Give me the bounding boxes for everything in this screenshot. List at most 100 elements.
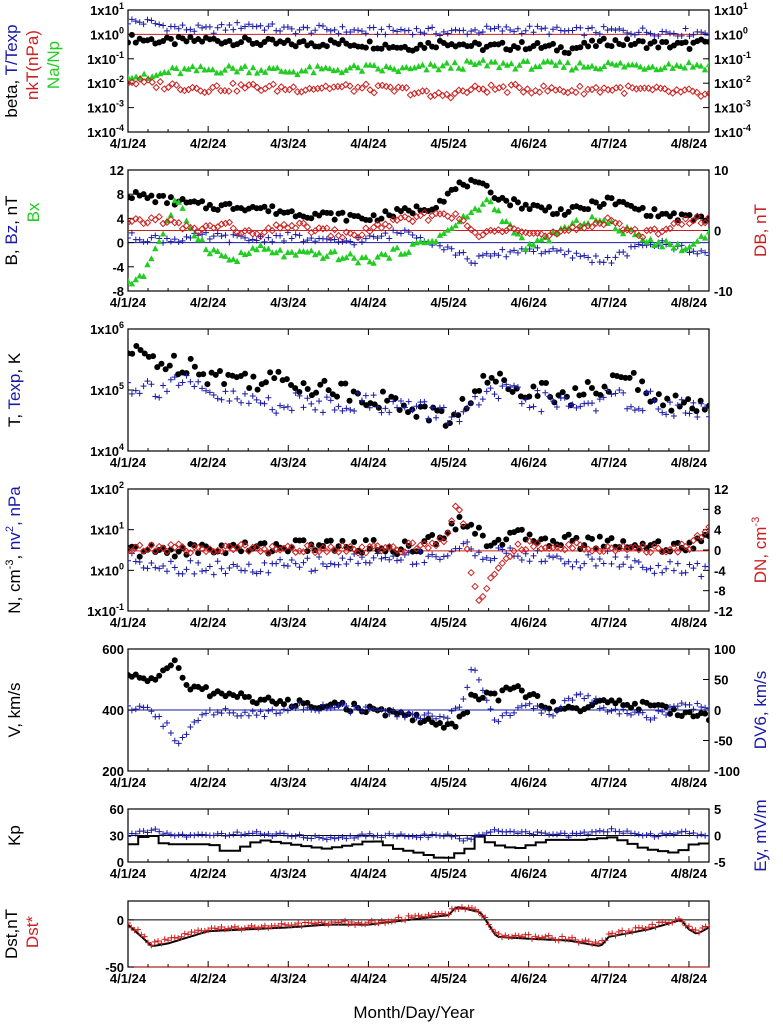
data-point bbox=[460, 27, 467, 34]
data-point bbox=[447, 517, 456, 525]
data-point bbox=[668, 89, 677, 97]
data-point bbox=[525, 931, 532, 938]
data-point bbox=[366, 258, 373, 265]
data-point bbox=[463, 222, 471, 230]
data-point bbox=[553, 24, 560, 31]
data-point bbox=[639, 236, 646, 243]
data-point bbox=[510, 547, 518, 555]
data-point bbox=[495, 207, 502, 214]
data-point bbox=[706, 252, 709, 259]
data-point bbox=[135, 926, 142, 933]
data-point bbox=[221, 381, 228, 388]
data-point bbox=[226, 37, 233, 44]
data-point bbox=[553, 831, 560, 838]
data-point bbox=[389, 542, 397, 551]
data-point bbox=[280, 220, 288, 229]
data-point bbox=[425, 25, 432, 32]
y2-tick-label: 8 bbox=[714, 502, 721, 517]
data-point bbox=[487, 189, 494, 196]
data-point bbox=[655, 405, 662, 412]
data-point bbox=[358, 231, 366, 239]
data-point bbox=[460, 837, 467, 844]
data-point bbox=[484, 379, 491, 386]
data-point bbox=[412, 545, 421, 553]
data-point bbox=[482, 914, 489, 921]
data-point bbox=[156, 394, 163, 401]
data-point bbox=[706, 563, 709, 570]
data-point bbox=[323, 43, 330, 50]
data-point bbox=[515, 932, 522, 939]
data-point bbox=[440, 714, 447, 721]
data-point bbox=[624, 405, 631, 412]
data-point bbox=[128, 550, 135, 557]
data-point bbox=[378, 81, 386, 90]
data-point bbox=[487, 81, 495, 89]
data-point bbox=[370, 24, 377, 31]
data-point bbox=[491, 717, 498, 724]
data-point bbox=[545, 237, 553, 244]
series-dv6 bbox=[128, 666, 709, 747]
data-point bbox=[355, 919, 362, 926]
series-t-texp bbox=[128, 16, 709, 40]
data-point bbox=[655, 238, 662, 245]
data-point bbox=[187, 355, 194, 362]
data-point bbox=[514, 704, 521, 711]
data-point bbox=[439, 91, 447, 100]
data-point bbox=[553, 210, 560, 217]
data-point bbox=[204, 87, 213, 96]
y-axis-title-part: Dst,nT bbox=[2, 909, 21, 959]
data-point bbox=[564, 540, 573, 549]
data-point bbox=[175, 740, 182, 747]
y-axis-title-2: nkT(nPa) bbox=[23, 30, 42, 100]
data-point bbox=[428, 237, 436, 244]
data-point bbox=[550, 698, 557, 705]
data-point bbox=[690, 830, 697, 837]
data-point bbox=[327, 537, 334, 544]
data-point bbox=[257, 66, 265, 73]
data-point bbox=[616, 83, 624, 92]
data-point bbox=[374, 31, 381, 38]
data-point bbox=[138, 931, 145, 938]
data-point bbox=[577, 564, 584, 571]
data-point bbox=[262, 379, 269, 386]
data-point bbox=[608, 560, 615, 567]
data-point bbox=[518, 526, 525, 533]
data-point bbox=[471, 60, 479, 67]
data-point bbox=[249, 80, 257, 88]
data-point bbox=[537, 545, 546, 553]
data-point bbox=[261, 68, 269, 75]
data-point bbox=[674, 240, 682, 247]
data-point bbox=[370, 89, 378, 97]
data-point bbox=[573, 534, 580, 541]
data-point bbox=[600, 560, 607, 567]
data-point bbox=[179, 734, 186, 741]
data-point bbox=[206, 221, 214, 230]
data-point bbox=[164, 83, 173, 92]
data-point bbox=[386, 830, 393, 837]
data-point bbox=[483, 88, 491, 96]
data-point bbox=[608, 60, 616, 67]
data-point bbox=[229, 79, 237, 88]
data-point bbox=[506, 552, 514, 561]
data-point bbox=[702, 710, 709, 717]
data-point bbox=[670, 244, 678, 251]
data-point bbox=[624, 828, 631, 835]
data-point bbox=[171, 553, 178, 560]
data-point bbox=[451, 59, 459, 66]
data-point bbox=[155, 238, 163, 245]
data-point bbox=[296, 564, 303, 571]
data-point bbox=[269, 36, 276, 43]
kp-step-line bbox=[128, 835, 709, 859]
data-point bbox=[323, 547, 331, 556]
data-point bbox=[433, 715, 440, 722]
data-point bbox=[366, 217, 373, 224]
data-point bbox=[546, 711, 553, 718]
data-point bbox=[391, 65, 398, 72]
data-point bbox=[534, 23, 541, 30]
data-point bbox=[131, 927, 138, 934]
data-point bbox=[339, 37, 346, 44]
data-point bbox=[553, 543, 561, 551]
data-point bbox=[281, 921, 288, 928]
data-point bbox=[253, 828, 260, 835]
data-point bbox=[315, 249, 323, 256]
